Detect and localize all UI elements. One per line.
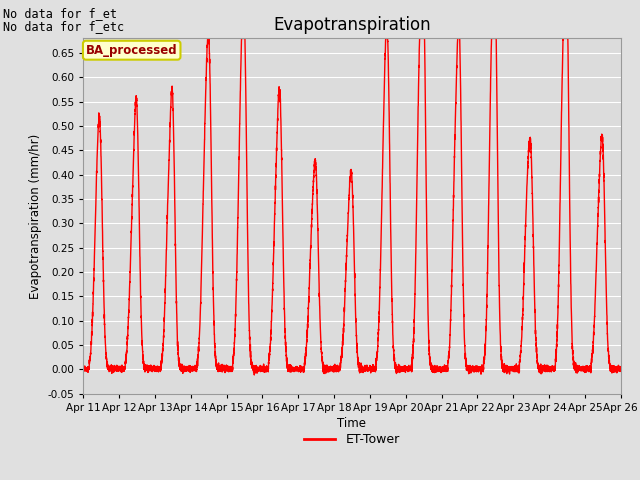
Text: BA_processed: BA_processed <box>86 44 177 57</box>
Title: Evapotranspiration: Evapotranspiration <box>273 16 431 34</box>
ET-Tower <box>250 372 258 378</box>
X-axis label: Time: Time <box>337 417 367 430</box>
ET-Tower <box>472 363 480 369</box>
Text: No data for f_etc: No data for f_etc <box>3 20 124 33</box>
Y-axis label: Evapotranspiration (mm/hr): Evapotranspiration (mm/hr) <box>29 133 42 299</box>
ET-Tower <box>79 366 87 372</box>
ET-Tower <box>262 364 270 370</box>
ET-Tower <box>588 358 595 364</box>
Legend: ET-Tower: ET-Tower <box>300 428 404 451</box>
ET-Tower <box>334 367 342 372</box>
Text: No data for f_et: No data for f_et <box>3 7 117 20</box>
ET-Tower <box>488 36 495 41</box>
ET-Tower <box>617 366 625 372</box>
ET-Tower <box>595 205 602 211</box>
ET-Tower <box>204 36 211 41</box>
Line: ET-Tower: ET-Tower <box>83 38 621 375</box>
